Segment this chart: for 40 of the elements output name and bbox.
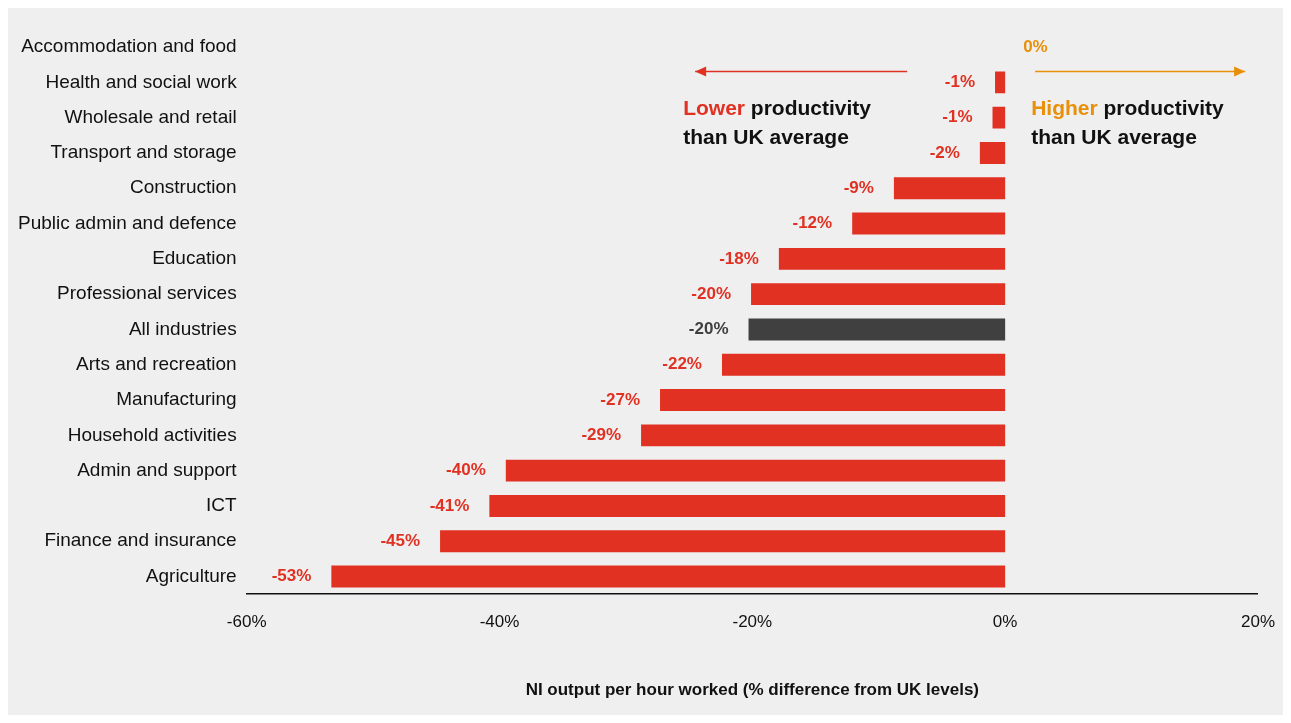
y-tick-label: Public admin and defence — [17, 211, 237, 233]
y-tick-label: Household activities — [67, 423, 237, 445]
data-label: -29% — [581, 425, 622, 445]
data-label: -2% — [929, 142, 960, 162]
y-tick-label: Health and social work — [45, 70, 238, 92]
data-label: -40% — [446, 460, 486, 480]
data-label: -41% — [429, 495, 470, 515]
y-tick-label: Wholesale and retail — [64, 105, 237, 127]
y-tick-label: Education — [152, 247, 237, 269]
data-label: -1% — [942, 107, 973, 127]
data-label: -27% — [600, 389, 641, 409]
data-label: -20% — [691, 283, 732, 303]
annotation: Lower productivity than UK average — [683, 96, 872, 149]
x-tick-label: 0% — [992, 612, 1018, 632]
y-tick-label: Arts and recreation — [76, 352, 237, 374]
data-label: -22% — [662, 354, 702, 374]
y-tick-label: Finance and insurance — [44, 529, 237, 551]
x-axis-title: NI output per hour worked (% difference from UK levels) — [525, 680, 980, 700]
x-tick-label: -60% — [226, 612, 267, 632]
y-tick-label: Manufacturing — [116, 388, 237, 410]
annotation: Higher productivity than UK average — [1031, 96, 1224, 149]
x-tick-label: -20% — [732, 612, 773, 632]
y-tick-label: Accommodation and food — [21, 35, 237, 57]
data-label: 0% — [1023, 36, 1048, 56]
data-label: -45% — [380, 530, 421, 550]
y-tick-label: Agriculture — [145, 564, 237, 586]
x-tick-label: 20% — [1240, 612, 1275, 632]
data-label: -9% — [843, 177, 874, 197]
y-tick-label: Construction — [129, 176, 237, 198]
y-tick-label: All industries — [128, 317, 237, 339]
data-label: -20% — [688, 319, 729, 339]
data-label: -18% — [719, 248, 759, 268]
y-tick-label: Admin and support — [77, 458, 238, 480]
data-label: -12% — [792, 213, 833, 233]
y-tick-label: Professional services — [57, 282, 237, 304]
y-tick-label: ICT — [206, 494, 238, 516]
y-tick-label: Transport and storage — [50, 141, 237, 163]
data-label: -53% — [271, 566, 312, 586]
data-label: -1% — [944, 72, 976, 92]
x-tick-label: -40% — [479, 612, 520, 632]
